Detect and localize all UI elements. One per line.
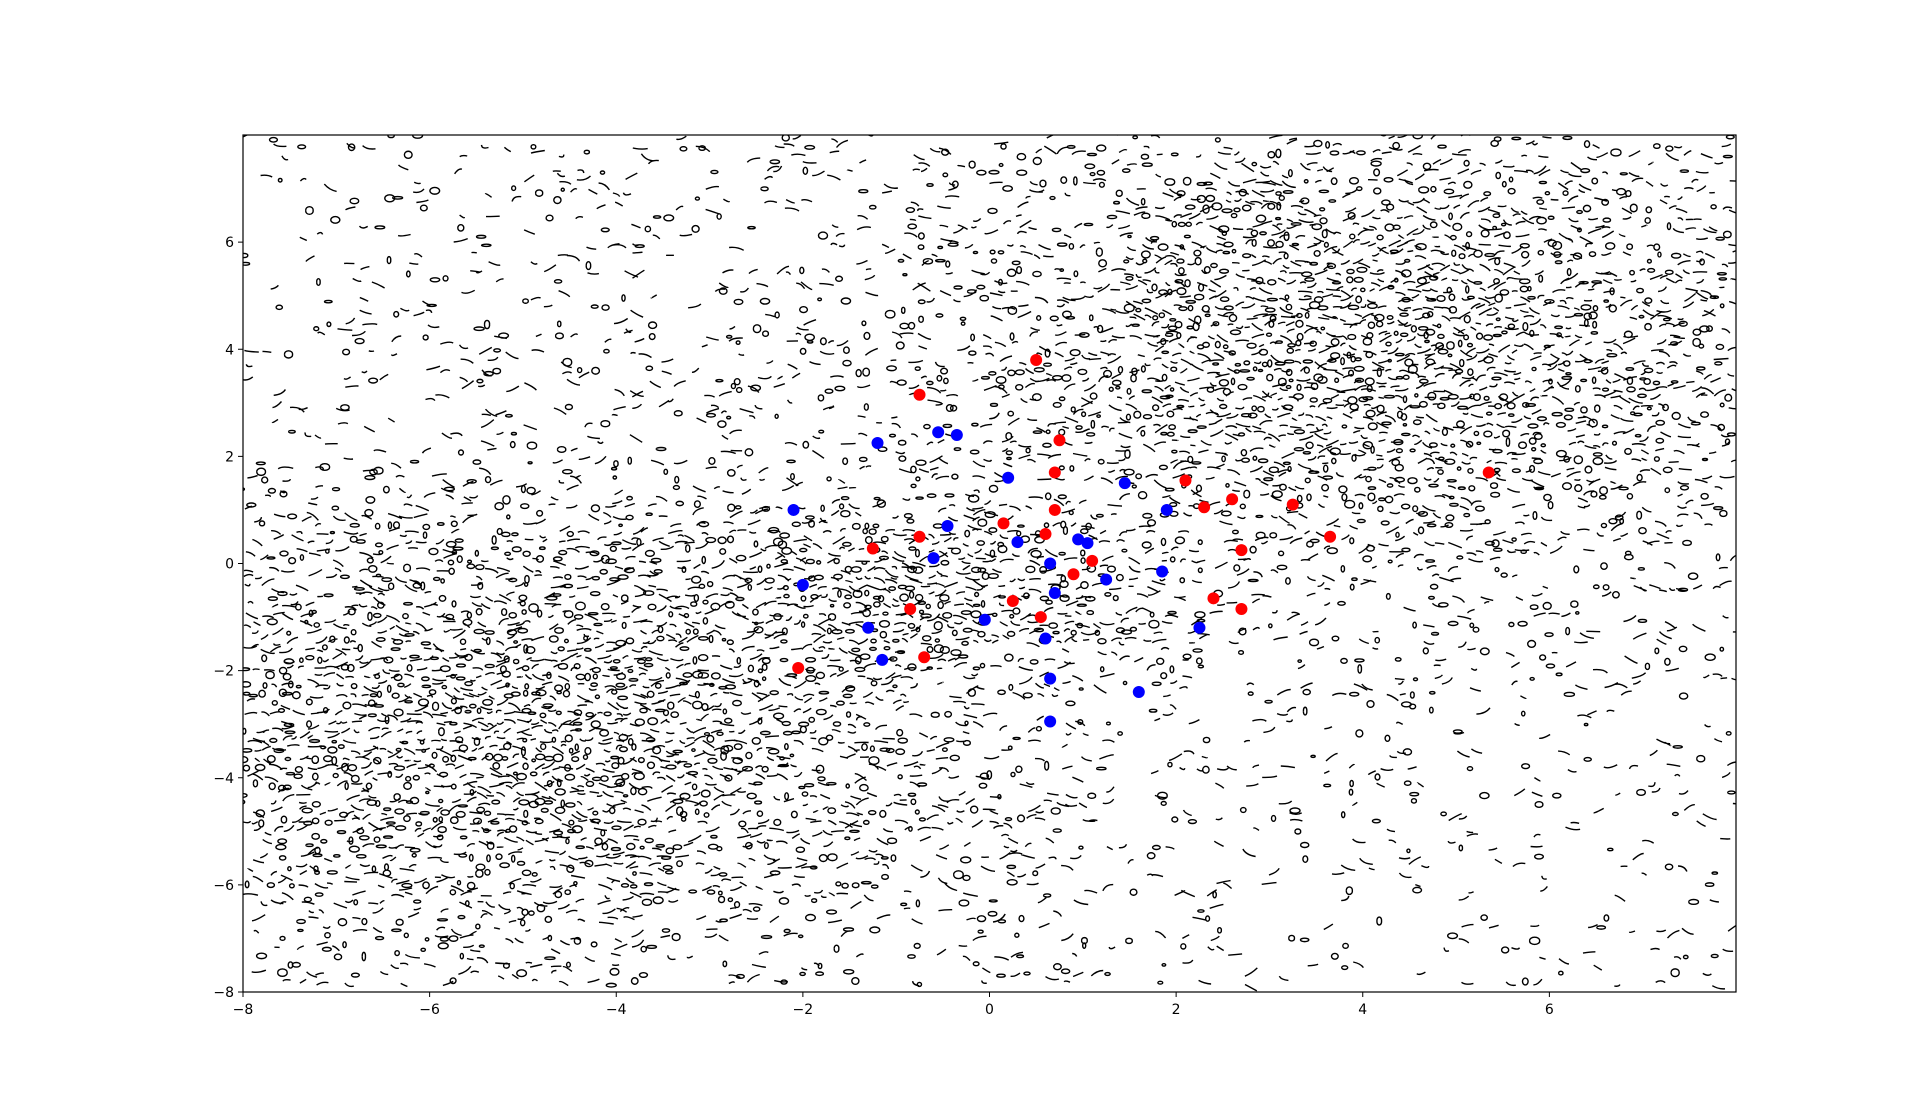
scatter-point-series0-21 (1235, 544, 1248, 557)
y-tick-label: 0 (225, 557, 234, 573)
scatter-point-series0-24 (1482, 466, 1495, 479)
scatter-point-series1-18 (862, 621, 875, 634)
scatter-point-series1-17 (978, 613, 991, 626)
scatter-point-series0-5 (1039, 528, 1052, 541)
scatter-point-series1-13 (1100, 573, 1113, 586)
x-axis: −8 −6 −4 −2 0 2 4 6 (233, 992, 1554, 1018)
scatter-point-series1-0 (871, 436, 884, 449)
scatter-point-series1-20 (1039, 632, 1052, 645)
scatter-point-series0-10 (1067, 568, 1080, 581)
scatter-point-series1-21 (1044, 672, 1057, 685)
x-tick-label: 6 (1545, 1002, 1554, 1018)
plot-area (243, 135, 1736, 992)
y-tick-label: −4 (213, 771, 234, 787)
x-tick-label: −4 (606, 1002, 627, 1018)
scatter-point-series1-8 (1044, 557, 1057, 570)
x-tick-label: −2 (793, 1002, 814, 1018)
scatter-point-series0-13 (1034, 611, 1047, 624)
scatter-point-series0-17 (1198, 501, 1211, 514)
scatter-point-series1-5 (941, 520, 954, 533)
scatter-point-series0-16 (1179, 474, 1192, 487)
scatter-point-series1-14 (1118, 477, 1131, 490)
scatter-point-series1-19 (876, 653, 889, 666)
contour-path (243, 135, 1736, 992)
scatter-point-series0-4 (1048, 503, 1061, 516)
scatter-point-series1-12 (1081, 537, 1094, 550)
y-tick-label: −8 (213, 985, 234, 1001)
x-tick-label: 2 (1172, 1002, 1181, 1018)
scatter-point-series0-7 (913, 530, 926, 543)
scatter-point-series1-9 (796, 578, 809, 591)
x-tick-label: 0 (985, 1002, 994, 1018)
y-tick-label: 4 (225, 342, 234, 358)
scatter-point-series0-9 (1086, 554, 1099, 567)
scatter-point-series0-0 (913, 388, 926, 401)
scatter-point-series0-15 (792, 661, 805, 674)
x-tick-label: −6 (419, 1002, 440, 1018)
scatter-point-series1-3 (1002, 471, 1015, 484)
scatter-point-series0-3 (1048, 466, 1061, 479)
scatter-points (787, 353, 1495, 728)
scatter-point-series1-11 (1072, 533, 1085, 546)
scatter-point-series0-22 (1207, 592, 1220, 605)
y-tick-label: 6 (225, 235, 234, 251)
y-tick-label: −2 (213, 664, 234, 680)
scatter-point-series0-8 (866, 542, 879, 555)
scatter-point-series0-1 (1030, 353, 1043, 366)
y-axis: −8 −6 −4 −2 0 2 4 6 (213, 235, 243, 1001)
scatter-point-series0-20 (1324, 530, 1337, 543)
scatter-point-series1-16 (1156, 565, 1169, 578)
scatter-point-series1-24 (1193, 621, 1206, 634)
x-tick-label: 4 (1358, 1002, 1367, 1018)
scatter-point-series0-6 (997, 517, 1010, 530)
y-tick-label: −6 (213, 878, 234, 894)
y-tick-label: 2 (225, 449, 234, 465)
scatter-point-series0-18 (1226, 493, 1239, 506)
scatter-point-series0-19 (1286, 498, 1299, 511)
scatter-point-series1-7 (927, 552, 940, 565)
scatter-point-series0-12 (1006, 594, 1019, 607)
x-tick-label: −8 (233, 1002, 254, 1018)
scatter-point-series1-23 (1132, 686, 1145, 699)
scatter-point-series1-10 (1048, 586, 1061, 599)
plot-frame (242, 134, 1737, 993)
scatter-point-series1-6 (1011, 536, 1024, 549)
scatter-point-series0-11 (904, 603, 917, 616)
scatter-point-series0-2 (1053, 434, 1066, 447)
scatter-point-series1-2 (950, 428, 963, 441)
scatter-point-series0-23 (1235, 603, 1248, 616)
scatter-point-series0-14 (918, 651, 931, 664)
scatter-point-series1-4 (787, 503, 800, 516)
scatter-point-series1-1 (932, 426, 945, 439)
scatter-point-series1-15 (1160, 503, 1173, 516)
contour-lines (243, 135, 1736, 992)
scatter-point-series1-22 (1044, 715, 1057, 728)
